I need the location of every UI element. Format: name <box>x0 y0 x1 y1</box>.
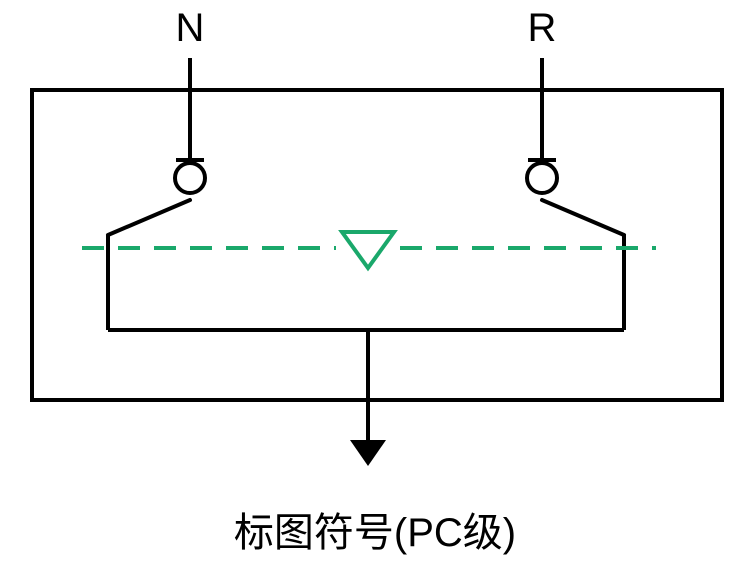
diagram-stage: N R 标图符号(PC级) <box>0 0 750 564</box>
terminal-label-r: R <box>512 6 572 51</box>
schematic-svg <box>0 0 750 564</box>
terminal-label-n: N <box>160 6 220 51</box>
diagram-caption: 标图符号(PC级) <box>0 500 750 558</box>
